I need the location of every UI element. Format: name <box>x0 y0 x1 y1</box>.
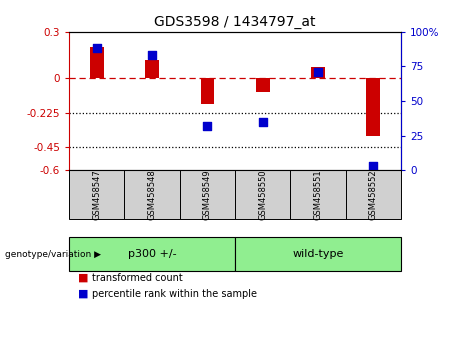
Text: transformed count: transformed count <box>92 273 183 283</box>
Bar <box>69 170 124 219</box>
Text: percentile rank within the sample: percentile rank within the sample <box>92 289 257 299</box>
Bar <box>235 170 290 219</box>
Text: wild-type: wild-type <box>292 249 344 259</box>
Text: ■: ■ <box>78 289 89 299</box>
Bar <box>180 170 235 219</box>
Bar <box>90 47 104 78</box>
Bar <box>235 237 401 271</box>
Bar <box>290 170 346 219</box>
Bar <box>256 78 270 92</box>
Text: GSM458548: GSM458548 <box>148 170 157 220</box>
Title: GDS3598 / 1434797_at: GDS3598 / 1434797_at <box>154 16 316 29</box>
Text: GSM458552: GSM458552 <box>369 170 378 220</box>
Bar <box>311 67 325 78</box>
Point <box>93 46 100 51</box>
Text: GSM458549: GSM458549 <box>203 170 212 220</box>
Text: GSM458550: GSM458550 <box>258 170 267 220</box>
Point <box>314 69 322 75</box>
Text: p300 +/-: p300 +/- <box>128 249 177 259</box>
Text: ■: ■ <box>78 273 89 283</box>
Bar <box>124 170 180 219</box>
Text: GSM458551: GSM458551 <box>313 170 323 220</box>
Point <box>370 163 377 169</box>
Bar <box>145 59 159 78</box>
Point <box>204 123 211 129</box>
Bar <box>346 170 401 219</box>
Text: GSM458547: GSM458547 <box>92 170 101 220</box>
Bar <box>366 78 380 136</box>
Bar <box>201 78 214 104</box>
Point <box>148 52 156 58</box>
Point <box>259 119 266 125</box>
Text: genotype/variation ▶: genotype/variation ▶ <box>5 250 100 259</box>
Bar <box>69 237 235 271</box>
